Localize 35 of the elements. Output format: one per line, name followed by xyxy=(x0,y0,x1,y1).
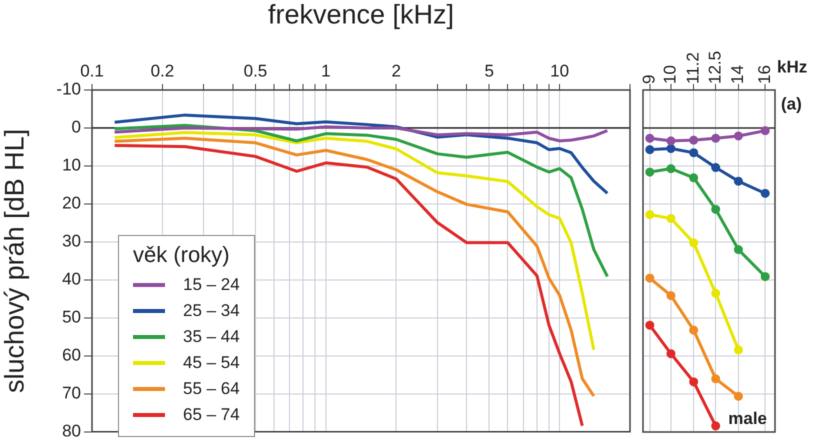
legend-label: 35 – 44 xyxy=(183,327,240,347)
y-tick-label: 30 xyxy=(62,232,81,251)
x-tick-label: 12.5 xyxy=(705,50,724,84)
legend-label: 15 – 24 xyxy=(183,275,240,295)
legend-label: 25 – 34 xyxy=(183,301,240,321)
y-tick-label: 60 xyxy=(62,346,81,365)
x-tick-label: 0.1 xyxy=(80,61,104,80)
x-tick-label: 10 xyxy=(550,61,570,80)
legend-label: 65 – 74 xyxy=(183,405,240,425)
x-tick-label: 5 xyxy=(484,61,494,80)
x-axis-title: frekvence [kHz] xyxy=(268,0,454,30)
legend-label: 45 – 54 xyxy=(183,353,240,373)
y-tick-label: 0 xyxy=(72,118,81,137)
text: (a) xyxy=(781,94,802,114)
legend-title: věk (roky) xyxy=(133,242,231,268)
x-tick-label: 11.2 xyxy=(683,52,702,84)
x-tick-label: 14 xyxy=(728,65,748,84)
x-tick-label: 1 xyxy=(321,61,331,80)
y-tick-label: 40 xyxy=(62,270,81,289)
x-tick-label: 16 xyxy=(754,65,774,84)
y-tick-label: -10 xyxy=(56,80,81,99)
x-tick-label: 9 xyxy=(639,74,658,84)
y-tick-label: 80 xyxy=(62,421,81,440)
x-axis-title: kHz xyxy=(777,58,808,77)
y-axis-title: sluchový práh [dB HL] xyxy=(0,128,30,393)
y-tick-label: 10 xyxy=(62,156,81,175)
y-tick-label: 70 xyxy=(62,384,81,403)
x-tick-label: 2 xyxy=(391,61,401,80)
y-tick-label: 50 xyxy=(62,308,81,327)
x-tick-label: 0.5 xyxy=(244,61,268,80)
x-tick-label: 10 xyxy=(660,65,680,84)
annotation: male xyxy=(728,409,767,428)
y-tick-label: 20 xyxy=(62,194,81,213)
legend-label: 55 – 64 xyxy=(183,379,240,399)
x-tick-label: 0.2 xyxy=(150,61,174,80)
